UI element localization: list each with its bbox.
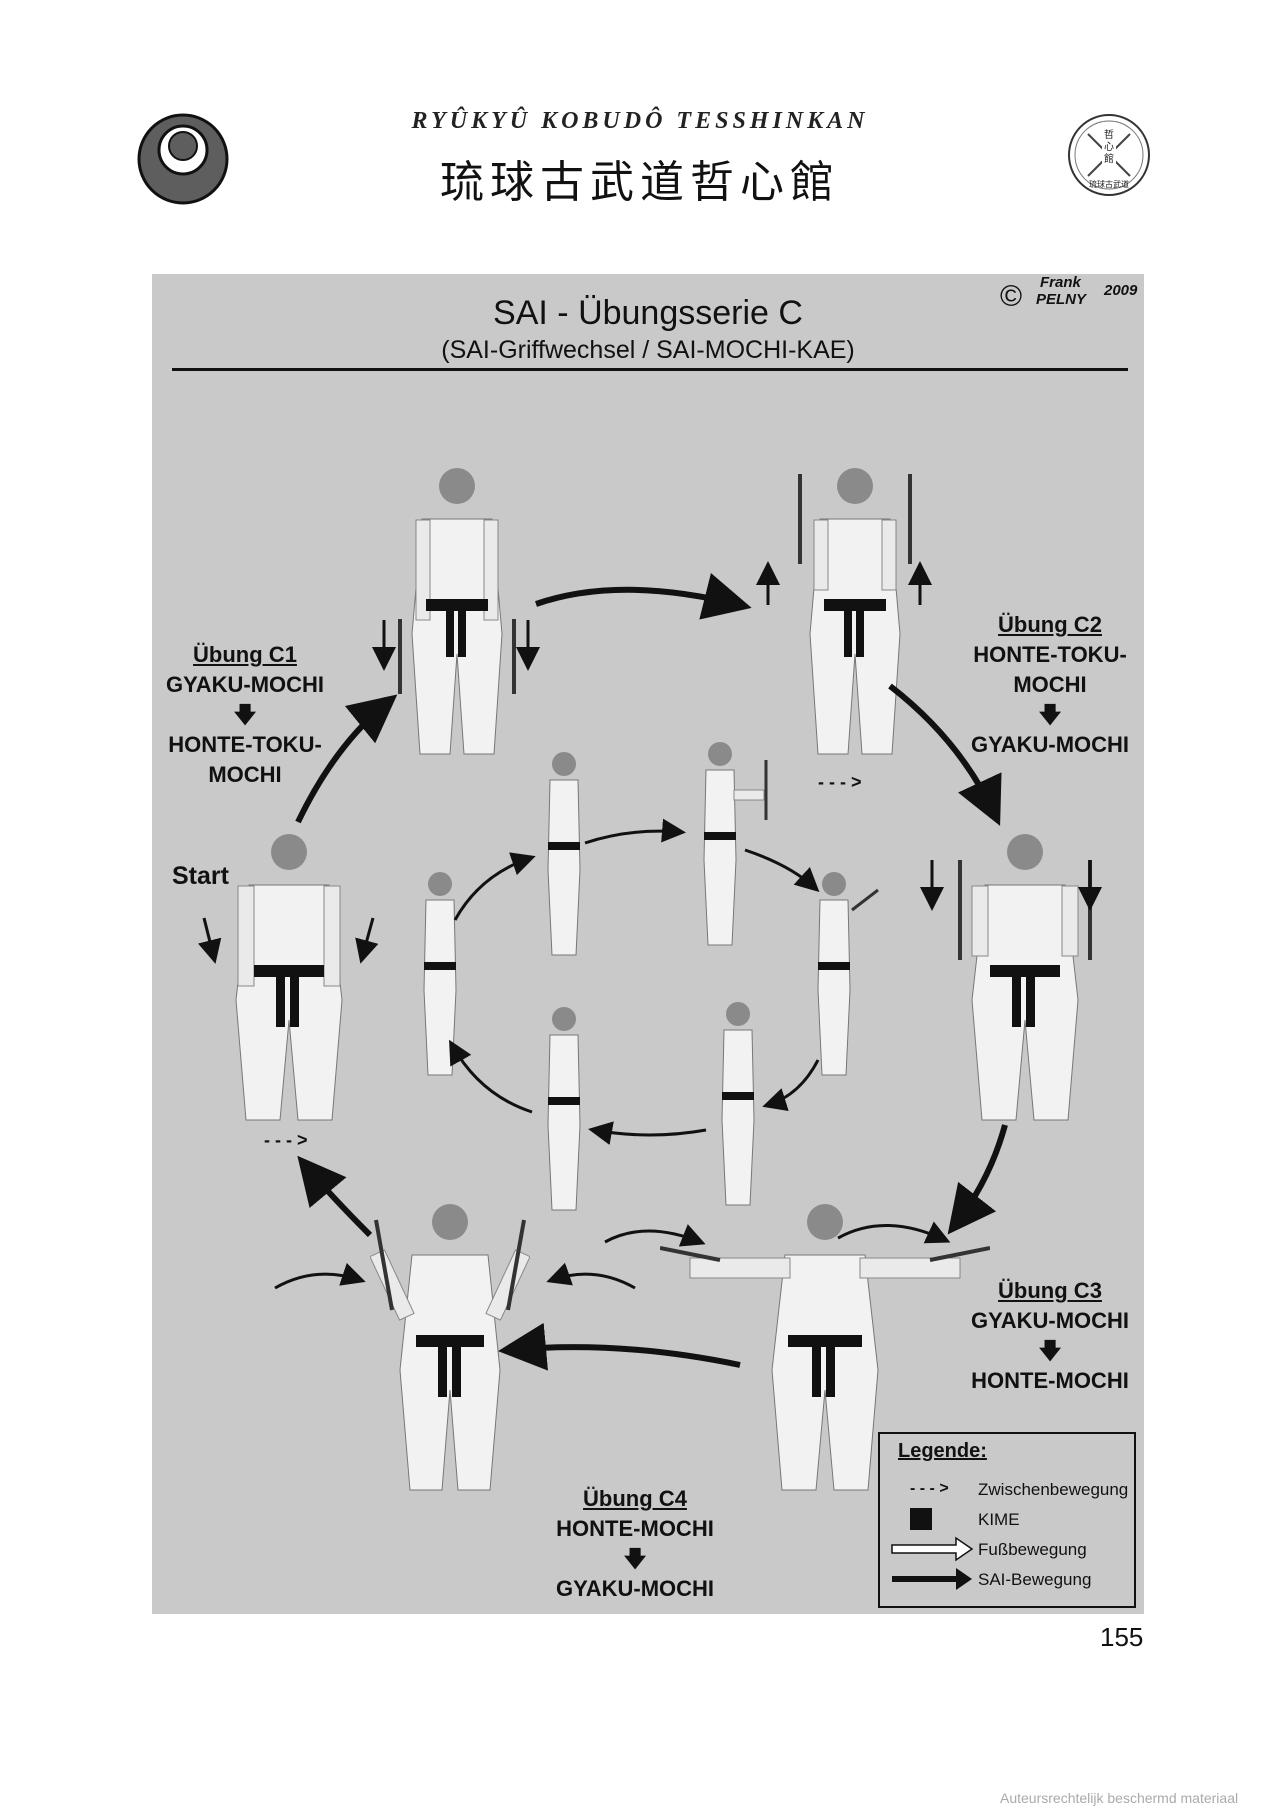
figure-c1-gyaku-mochi [398,468,516,755]
hollow-arrow-icon [890,1536,974,1562]
copyright-symbol: © [1000,280,1023,313]
tesshinkan-seal-icon: 哲 心 館 琉球古武道 [1068,114,1150,196]
svg-text:心: 心 [1104,141,1114,153]
dashed-marker-start: - - - > [264,1130,308,1150]
dashed-marker-c2: - - - > [818,772,862,792]
arrow-inner-1 [584,818,686,845]
svg-text:館: 館 [1104,152,1114,165]
arrow-outer-2 [888,683,1002,826]
legend-title: Legende: [898,1440,987,1462]
svg-text:琉球古武道: 琉球古武道 [1089,179,1129,189]
down-arrow-icon: 🡇 [1038,1338,1062,1363]
figure-inner-1 [547,752,581,956]
svg-text:哲: 哲 [1104,129,1114,141]
arrow-c3-left [604,1224,706,1247]
title-rule [172,368,1128,371]
exercise-c2-to: GYAKU-MOCHI [970,732,1130,757]
exercise-c1-to-line1: HONTE-TOKU- [168,732,322,757]
legend-text-zwischenbewegung: Zwischenbewegung [978,1480,1129,1499]
panel-title: SAI - Übungsserie C [493,294,803,332]
start-label: Start [172,862,229,890]
arrow-inner-4 [588,1121,707,1145]
figure-c3-arms-extended [660,1204,990,1491]
down-arrow-icon: 🡇 [233,702,257,727]
arrow-outer-5 [297,1155,373,1238]
arrow-outer-6 [295,694,398,824]
solid-arrow-icon [890,1566,974,1592]
legend-row-zwischenbewegung: - - - > Zwischenbewegung [890,1476,1130,1502]
legend-row-sai-bewegung: SAI-Bewegung [890,1566,1130,1592]
arrow-c3-right [837,1221,951,1244]
figure-c2-honte-toku-mochi [798,468,912,755]
legend-box: Legende: - - - > Zwischenbewegung KIME F… [878,1432,1136,1608]
page-number: 155 [1100,1622,1144,1652]
exercise-c1-from: GYAKU-MOCHI [165,672,325,697]
legend-row-kime: KIME [890,1506,1130,1532]
legend-text-kime: KIME [978,1510,1020,1529]
figure-inner-4 [721,1002,755,1206]
author-first-name: Frank [1040,274,1081,291]
exercise-c2-from-line1: HONTE-TOKU- [973,642,1127,667]
figure-inner-6 [423,872,457,1076]
arrow-down-start-right [355,917,379,964]
figure-inner-2 [703,742,768,946]
exercise-c2-heading: Übung C2 [998,612,1102,637]
arrow-c4-right [546,1262,636,1290]
figure-start [235,834,343,1121]
exercise-c4-label: Übung C4 HONTE-MOCHI 🡇 GYAKU-MOCHI [535,1484,735,1604]
exercise-c4-to: GYAKU-MOCHI [555,1576,715,1601]
copyright-watermark: Auteursrechtelijk beschermd materiaal [1000,1790,1239,1806]
dashed-arrow-icon: - - - > [910,1480,949,1497]
down-arrow-icon: 🡇 [1038,702,1062,727]
arrow-inner-3 [762,1059,820,1112]
exercise-c3-heading: Übung C3 [998,1278,1102,1303]
copyright-year: 2009 [1104,282,1138,299]
arrow-inner-2 [744,848,820,893]
kime-square-icon [890,1506,974,1532]
copyright-notice: © Frank PELNY 2009 [1000,274,1150,320]
panel-subtitle: (SAI-Griffwechsel / SAI-MOCHI-KAE) [441,336,855,364]
exercise-c1-heading: Übung C1 [193,642,297,667]
legend-text-fussbewegung: Fußbewegung [978,1540,1087,1559]
dojo-logo-left [137,113,229,205]
header-kanji-title: 琉球古武道哲心館 [440,157,840,208]
arrow-outer-4 [498,1322,741,1371]
header-romaji-title: RYÛKYÛ KOBUDÔ TESSHINKAN [411,108,869,134]
figure-inner-3 [817,872,879,1076]
arrow-outer-1 [535,572,752,620]
exercise-c1-label: Übung C1 GYAKU-MOCHI 🡇 HONTE-TOKU- MOCHI [150,640,340,790]
author-last-name: PELNY [1036,291,1087,308]
arrow-outer-3 [947,1124,1008,1235]
legend-row-fussbewegung: Fußbewegung [890,1536,1130,1562]
down-arrow-icon: 🡇 [623,1546,647,1571]
exercise-c4-from: HONTE-MOCHI [556,1516,714,1541]
figure-c4-honte-mochi [370,1204,530,1491]
exercise-c3-from: GYAKU-MOCHI [970,1308,1130,1333]
arrow-inner-5 [449,1039,533,1114]
exercise-c1-to-line2: MOCHI [208,762,282,787]
exercise-c2-from-line2: MOCHI [1013,672,1087,697]
exercise-c3-label: Übung C3 GYAKU-MOCHI 🡇 HONTE-MOCHI [950,1276,1150,1396]
arrow-down-start-left [197,917,222,964]
arrow-c4-left [274,1262,366,1290]
figure-inner-5 [547,1007,581,1211]
arrow-inner-6 [453,852,536,921]
legend-text-sai-bewegung: SAI-Bewegung [978,1570,1092,1589]
exercise-c2-label: Übung C2 HONTE-TOKU- MOCHI 🡇 GYAKU-MOCHI [955,610,1145,760]
exercise-c3-to: HONTE-MOCHI [971,1368,1129,1393]
exercise-c4-heading: Übung C4 [583,1486,687,1511]
